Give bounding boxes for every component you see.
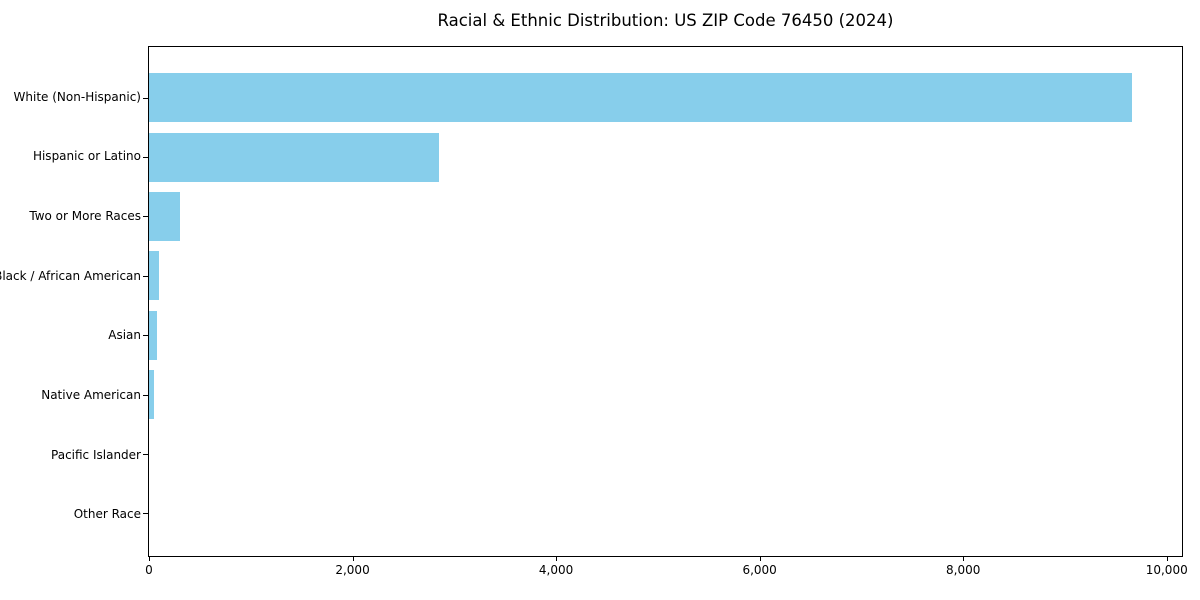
bar-row [143, 424, 1182, 483]
bar-native-american [149, 370, 154, 420]
bar-row [143, 365, 1182, 424]
x-axis-tick [1166, 556, 1168, 561]
x-axis-tick [352, 556, 354, 561]
x-axis-tick-label: 10,000 [1145, 563, 1188, 577]
bar-row [143, 68, 1182, 127]
category-label: Hispanic or Latino [32, 149, 141, 164]
y-axis-label-row: Hispanic or Latino [0, 127, 141, 187]
bar-hispanic-or-latino [149, 132, 440, 182]
y-axis-tick [143, 97, 148, 99]
y-axis-tick [143, 394, 148, 396]
y-axis-tick [143, 513, 148, 515]
x-axis-tick-label: 4,000 [538, 563, 574, 577]
bar-row [143, 187, 1182, 246]
x-axis-tick-label: 0 [145, 563, 153, 577]
y-axis-tick [143, 453, 148, 455]
bar-asian [149, 310, 157, 360]
plot-area: 0 2,000 4,000 6,000 8,000 10,000 [143, 46, 1188, 577]
y-axis-label-row: Black / African American [0, 246, 141, 306]
y-axis-label-row: White (Non-Hispanic) [0, 67, 141, 127]
bar-black-african-american [149, 251, 159, 301]
bar-row [143, 484, 1182, 543]
category-label: Two or More Races [29, 209, 141, 224]
chart-title: Racial & Ethnic Distribution: US ZIP Cod… [437, 11, 894, 30]
y-axis-label-row: Pacific Islander [0, 425, 141, 485]
y-axis-tick [143, 335, 148, 337]
x-axis-tick-label: 8,000 [945, 563, 981, 577]
category-label: Pacific Islander [51, 447, 141, 462]
x-axis-tick [556, 556, 558, 561]
bar-white-non-hispanic [149, 73, 1133, 123]
category-label: Other Race [73, 507, 141, 522]
y-axis-tick [143, 157, 148, 159]
y-axis-labels: White (Non-Hispanic) Hispanic or Latino Tw… [0, 46, 141, 557]
bar-two-or-more-races [149, 191, 181, 241]
x-axis-tick [963, 556, 965, 561]
y-axis-label-row: Two or More Races [0, 186, 141, 246]
x-axis-tick-label: 6,000 [742, 563, 777, 577]
x-axis-tick [149, 556, 150, 561]
y-axis-tick [143, 275, 148, 277]
category-label: White (Non-Hispanic) [13, 89, 141, 104]
bar-row [143, 127, 1182, 186]
category-label: Native American [41, 387, 141, 402]
bar-row [143, 306, 1182, 365]
y-axis-label-row: Other Race [0, 484, 141, 544]
y-axis-label-row: Native American [0, 365, 141, 425]
y-axis-tick [143, 216, 148, 218]
x-axis-tick-label: 2,000 [335, 563, 370, 577]
bar-row [143, 246, 1182, 305]
category-label: Asian [108, 328, 141, 343]
category-label: Black / African American [0, 268, 141, 283]
y-axis-label-row: Asian [0, 306, 141, 366]
bars-container [143, 47, 1182, 556]
x-axis-tick [759, 556, 761, 561]
